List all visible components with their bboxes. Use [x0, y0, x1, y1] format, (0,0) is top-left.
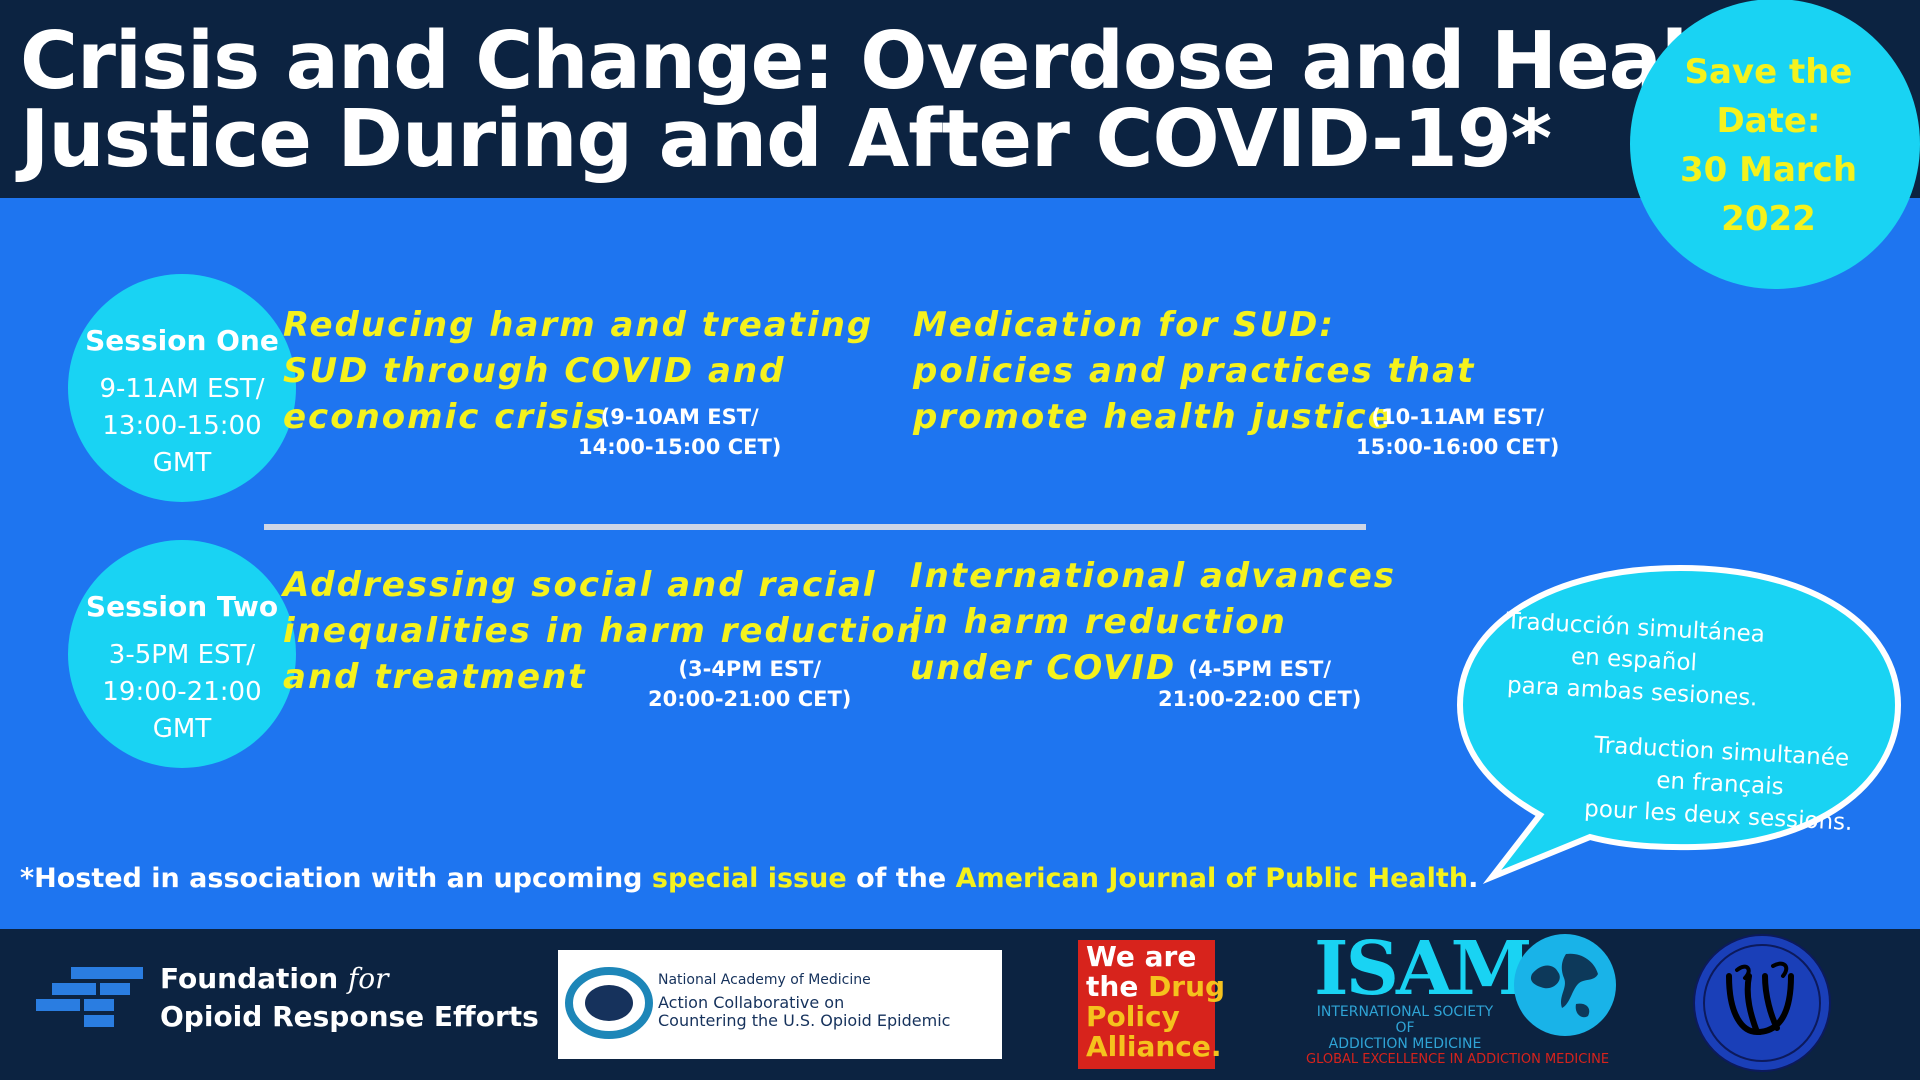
- nam-line-3: Countering the U.S. Opioid Epidemic: [658, 1011, 951, 1030]
- talk-2-time: (10-11AM EST/ 15:00-16:00 CET): [1356, 402, 1559, 462]
- save-line-4: 2022: [1721, 199, 1816, 239]
- session-one-time: 9-11AM EST/ 13:00-15:00 GMT: [68, 371, 296, 482]
- talk-1-line-3: economic crisis: [283, 397, 607, 437]
- nam-line-1: National Academy of Medicine: [658, 972, 871, 988]
- dpa-line-2a: the: [1086, 970, 1149, 1003]
- forre-line-2: Opioid Response Efforts: [160, 1000, 539, 1033]
- talk-3-time: (3-4PM EST/ 20:00-21:00 CET): [648, 654, 851, 714]
- forre-foundation: Foundation: [160, 962, 348, 995]
- talk-3-line-2: inequalities in harm reduction: [283, 611, 923, 651]
- session-two-time: 3-5PM EST/ 19:00-21:00 GMT: [68, 637, 296, 748]
- session-two-time-line-3: GMT: [152, 714, 212, 744]
- save-line-3: 30 March: [1679, 150, 1858, 190]
- isam-sub-line-2: ADDICTION MEDICINE: [1328, 1036, 1482, 1052]
- save-the-date-badge: [1630, 0, 1920, 289]
- globe-icon: [1514, 934, 1616, 1036]
- session-one-time-line-2: 13:00-15:00: [102, 411, 262, 441]
- footnote-part-3: .: [1468, 863, 1479, 894]
- dpa-line-2b: Drug: [1148, 970, 1226, 1003]
- drug-policy-alliance-logo: [1078, 940, 1215, 1069]
- talk-4-line-1: International advances: [910, 556, 1397, 596]
- session-one-title: Session One: [85, 324, 279, 357]
- talk-1-time-line-1: (9-10AM EST/: [600, 405, 759, 429]
- forre-logo-text: Foundation for Opioid Response Efforts: [160, 960, 539, 1036]
- session-two-time-line-1: 3-5PM EST/: [108, 640, 256, 670]
- talk-2-line-2: policies and practices that: [913, 351, 1476, 391]
- talk-1-line-1: Reducing harm and treating: [283, 305, 874, 345]
- talk-reducing-harm: Reducing harm and treating SUD through C…: [283, 302, 873, 440]
- forre-for: for: [347, 962, 389, 995]
- save-line-1: Save the: [1684, 52, 1853, 92]
- talk-3-line-1: Addressing social and racial: [283, 565, 877, 605]
- talk-addressing-inequalities: Addressing social and racial inequalitie…: [283, 562, 923, 700]
- talk-3-line-3: and treatment: [283, 657, 587, 697]
- isam-logo-title: ISAM: [1314, 926, 1532, 1012]
- talk-3-time-line-1: (3-4PM EST/: [678, 657, 821, 681]
- talk-international-advances: International advances in harm reduction…: [910, 553, 1396, 691]
- nam-swoosh-icon: [565, 967, 653, 1039]
- isam-sub-line-1: INTERNATIONAL SOCIETY OF: [1316, 1004, 1494, 1036]
- session-two-badge: Session Two 3-5PM EST/ 19:00-21:00 GMT: [68, 540, 296, 768]
- talk-2-time-line-2: 15:00-16:00 CET): [1356, 435, 1560, 459]
- session-one-badge: Session One 9-11AM EST/ 13:00-15:00 GMT: [68, 274, 296, 502]
- talk-1-line-2: SUD through COVID and: [283, 351, 786, 391]
- session-divider: [264, 524, 1366, 530]
- talk-4-line-3: under COVID: [910, 648, 1177, 688]
- talk-2-line-3: promote health justice: [913, 397, 1393, 437]
- translation-french: Traduction simultanée en français pour l…: [1578, 729, 1863, 840]
- footnote-part-2: of the: [846, 863, 956, 894]
- page-title: Crisis and Change: Overdose and Health J…: [20, 15, 1780, 185]
- talk-1-time-line-2: 14:00-15:00 CET): [578, 435, 782, 459]
- talk-4-time-line-1: (4-5PM EST/: [1188, 657, 1331, 681]
- nam-line-2: Action Collaborative on: [658, 993, 845, 1012]
- talk-4-line-2: in harm reduction: [910, 602, 1287, 642]
- talk-4-time: (4-5PM EST/ 21:00-22:00 CET): [1158, 654, 1361, 714]
- session-one-time-line-1: 9-11AM EST/: [99, 374, 265, 404]
- dpa-text: We are the Drug Policy Alliance.: [1086, 942, 1225, 1062]
- session-one-time-line-3: GMT: [152, 448, 212, 478]
- isam-subtitle: INTERNATIONAL SOCIETY OF ADDICTION MEDIC…: [1316, 1004, 1494, 1052]
- talk-1-time: (9-10AM EST/ 14:00-15:00 CET): [578, 402, 781, 462]
- translation-spanish: Traducción simultánea en español para am…: [1492, 605, 1777, 716]
- seal-logo-icon: [1693, 934, 1831, 1072]
- footnote: *Hosted in association with an upcoming …: [20, 863, 1478, 894]
- header-bar: [0, 0, 1920, 198]
- title-line-2: Justice During and After COVID-19*: [20, 93, 1552, 185]
- dpa-line-3: Policy: [1086, 1000, 1180, 1033]
- footnote-journal-name: American Journal of Public Health: [955, 863, 1469, 894]
- talk-2-time-line-1: (10-11AM EST/: [1371, 405, 1545, 429]
- talk-medication-sud: Medication for SUD: policies and practic…: [913, 302, 1475, 440]
- talk-3-time-line-2: 20:00-21:00 CET): [648, 687, 852, 711]
- save-line-2: Date:: [1716, 101, 1821, 141]
- session-two-time-line-2: 19:00-21:00: [102, 677, 262, 707]
- talk-2-line-1: Medication for SUD:: [913, 305, 1335, 345]
- dpa-line-1: We are: [1086, 940, 1197, 973]
- footnote-special-issue: special issue: [651, 863, 847, 894]
- footnote-part-1: *Hosted in association with an upcoming: [20, 863, 652, 894]
- forre-logo-icon: [36, 967, 143, 1027]
- save-the-date-text: Save the Date: 30 March 2022: [1630, 48, 1907, 244]
- isam-tagline: GLOBAL EXCELLENCE IN ADDICTION MEDICINE: [1306, 1052, 1610, 1067]
- speech-bubble-icon: [1456, 565, 1902, 885]
- title-line-1: Crisis and Change: Overdose and Health: [20, 15, 1780, 107]
- dpa-line-4: Alliance.: [1086, 1030, 1222, 1063]
- session-two-title: Session Two: [85, 590, 279, 623]
- talk-4-time-line-2: 21:00-22:00 CET): [1158, 687, 1362, 711]
